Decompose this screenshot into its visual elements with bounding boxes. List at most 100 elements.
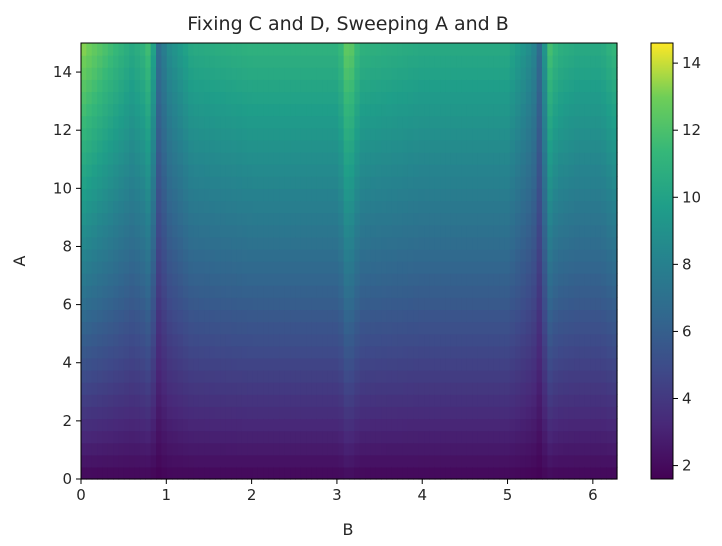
heatmap-cell	[247, 43, 254, 56]
heatmap-cell	[102, 406, 109, 420]
heatmap-cell	[97, 236, 104, 250]
heatmap-cell	[172, 248, 179, 262]
heatmap-cell	[247, 236, 254, 250]
heatmap-cell	[520, 152, 527, 165]
heatmap-cell	[225, 212, 232, 226]
heatmap-cell	[343, 273, 350, 286]
heatmap-cell	[349, 418, 355, 432]
heatmap-cell	[418, 418, 425, 432]
heatmap-cell	[263, 55, 270, 68]
heatmap-cell	[520, 236, 527, 250]
heatmap-cell	[166, 152, 173, 165]
heatmap-cell	[456, 285, 463, 298]
heatmap-cell	[123, 345, 130, 359]
heatmap-cell	[306, 406, 313, 420]
heatmap-cell	[311, 79, 318, 93]
heatmap-cell	[123, 309, 130, 323]
heatmap-cell	[375, 91, 382, 105]
heatmap-cell	[327, 164, 334, 177]
heatmap-cell	[541, 345, 548, 359]
heatmap-cell	[118, 430, 125, 444]
heatmap-cell	[520, 309, 527, 323]
heatmap-cell	[295, 418, 302, 432]
heatmap-cell	[134, 248, 141, 262]
heatmap-cell	[466, 188, 473, 202]
heatmap-cell	[558, 176, 564, 189]
heatmap-cell	[429, 115, 436, 129]
heatmap-cell	[343, 309, 350, 323]
heatmap-cell	[295, 442, 302, 456]
heatmap-cell	[220, 321, 227, 335]
heatmap-cell	[611, 200, 618, 214]
heatmap-cell	[600, 55, 607, 68]
heatmap-cell	[188, 333, 195, 347]
heatmap-cell	[558, 55, 564, 68]
heatmap-cell	[273, 200, 280, 214]
heatmap-cell	[182, 430, 189, 444]
heatmap-cell	[504, 127, 511, 141]
heatmap-cell	[493, 67, 500, 80]
heatmap-cell	[547, 382, 554, 395]
heatmap-cell	[236, 370, 243, 383]
heatmap-cell	[263, 442, 270, 456]
heatmap-cell	[257, 164, 264, 177]
heatmap-cell	[225, 418, 232, 432]
heatmap-cell	[541, 79, 548, 93]
heatmap-cell	[504, 297, 511, 311]
heatmap-cell	[257, 406, 264, 420]
heatmap-cell	[477, 297, 484, 311]
heatmap-cell	[161, 224, 168, 238]
heatmap-cell	[209, 345, 216, 359]
heatmap-cell	[107, 139, 114, 153]
heatmap-cell	[488, 224, 495, 238]
heatmap-cell	[450, 454, 457, 468]
heatmap-cell	[311, 43, 318, 56]
heatmap-cell	[295, 466, 302, 480]
heatmap-cell	[193, 370, 200, 383]
heatmap-cell	[424, 333, 430, 347]
heatmap-cell	[547, 345, 554, 359]
heatmap-cell	[440, 79, 447, 93]
heatmap-cell	[247, 382, 254, 395]
heatmap-cell	[139, 127, 146, 141]
heatmap-cell	[332, 442, 339, 456]
heatmap-cell	[450, 79, 457, 93]
heatmap-cell	[386, 333, 393, 347]
heatmap-cell	[595, 406, 602, 420]
heatmap-cell	[161, 370, 168, 383]
heatmap-cell	[402, 43, 409, 56]
heatmap-cell	[236, 188, 243, 202]
heatmap-cell	[86, 248, 93, 262]
heatmap-cell	[343, 394, 350, 407]
heatmap-cell	[429, 454, 436, 468]
heatmap-cell	[107, 273, 114, 286]
heatmap-cell	[354, 454, 361, 468]
heatmap-cell	[97, 394, 104, 407]
heatmap-cell	[252, 91, 259, 105]
heatmap-cell	[520, 333, 527, 347]
heatmap-cell	[225, 79, 232, 93]
heatmap-cell	[466, 212, 473, 226]
heatmap-cell	[365, 115, 372, 129]
heatmap-cell	[488, 79, 495, 93]
heatmap-cell	[198, 164, 205, 177]
heatmap-cell	[322, 164, 329, 177]
heatmap-cell	[290, 152, 296, 165]
heatmap-cell	[86, 188, 93, 202]
heatmap-cell	[306, 454, 313, 468]
heatmap-cell	[499, 418, 506, 432]
heatmap-cell	[188, 406, 195, 420]
heatmap-cell	[231, 236, 238, 250]
heatmap-cell	[450, 418, 457, 432]
heatmap-cell	[86, 176, 93, 189]
heatmap-cell	[86, 212, 93, 226]
heatmap-cell	[552, 333, 559, 347]
heatmap-cell	[424, 188, 430, 202]
heatmap-cell	[102, 152, 109, 165]
heatmap-cell	[509, 370, 516, 383]
heatmap-cell	[424, 115, 430, 129]
heatmap-cell	[515, 345, 522, 359]
heatmap-cell	[188, 200, 195, 214]
heatmap-cell	[483, 261, 489, 274]
heatmap-cell	[198, 357, 205, 371]
